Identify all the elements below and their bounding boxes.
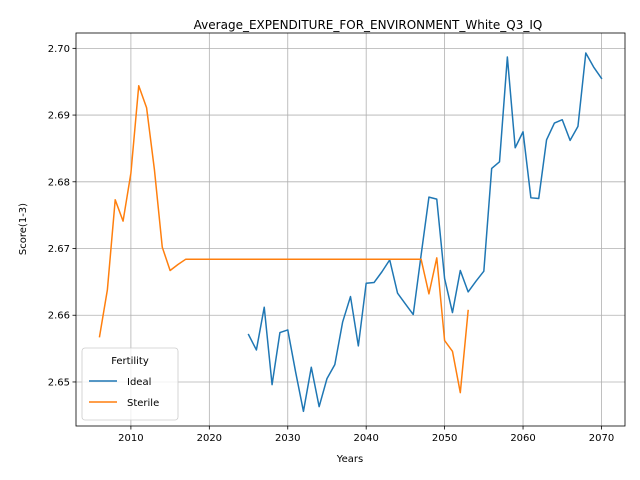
y-tick-label: 2.66 <box>48 311 70 322</box>
series-layer <box>98 52 603 413</box>
x-tick-label: 2020 <box>197 433 222 444</box>
y-axis-label: Score(1-3) <box>18 203 29 255</box>
x-tick-label: 2030 <box>275 433 300 444</box>
y-tick-label: 2.67 <box>48 244 70 255</box>
x-tick-label: 2070 <box>589 433 614 444</box>
x-tick-label: 2010 <box>118 433 143 444</box>
legend-title: Fertility <box>111 356 149 367</box>
y-axis-ticks: 2.65 2.66 2.67 2.68 2.69 2.70 <box>48 44 76 388</box>
chart-title: Average_EXPENDITURE_FOR_ENVIRONMENT_Whit… <box>194 18 543 32</box>
y-tick-label: 2.70 <box>48 44 70 55</box>
series-line-ideal <box>247 52 603 413</box>
y-tick-label: 2.69 <box>48 111 70 122</box>
series-line-sterile <box>98 84 469 394</box>
x-axis-ticks: 2010 2020 2030 2040 2050 2060 2070 <box>118 426 614 444</box>
legend-label-ideal: Ideal <box>127 377 151 388</box>
legend: Fertility Ideal Sterile <box>81 347 179 421</box>
x-tick-label: 2050 <box>432 433 457 444</box>
legend-label-sterile: Sterile <box>127 398 159 409</box>
plot-frame <box>75 32 626 427</box>
x-tick-label: 2060 <box>510 433 535 444</box>
y-tick-label: 2.68 <box>48 177 70 188</box>
y-tick-label: 2.65 <box>48 377 70 388</box>
x-axis-label: Years <box>336 454 363 465</box>
x-tick-label: 2040 <box>353 433 378 444</box>
